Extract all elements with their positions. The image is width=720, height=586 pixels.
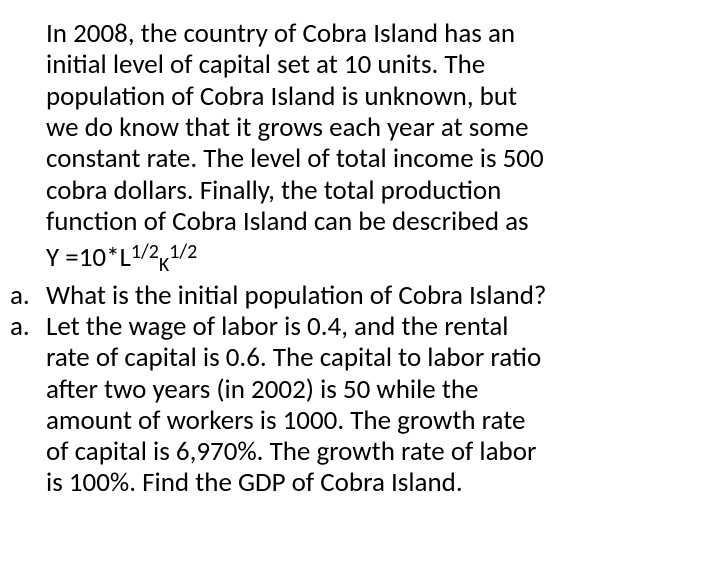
- equation-lhs: Y =10*L: [46, 241, 131, 274]
- intro-line: constant rate. The level of total income…: [46, 142, 544, 175]
- question-text: What is the initial population of Cobra …: [46, 280, 698, 311]
- question-line: after two years (in 2002) is 50 while th…: [46, 373, 479, 406]
- equation-exponent-2: 1/2: [169, 240, 197, 264]
- equation-exponent-1: 1/2: [131, 240, 159, 264]
- question-line: Let the wage of labor is 0.4, and the re…: [46, 310, 509, 343]
- question-body: Let the wage of labor is 0.4, and the re…: [46, 311, 698, 499]
- question-line: of capital is 6,970%. The growth rate of…: [46, 435, 536, 468]
- intro-paragraph: In 2008, the country of Cobra Island has…: [10, 18, 710, 237]
- intro-line: we do know that it grows each year at so…: [46, 111, 529, 144]
- intro-line: population of Cobra Island is unknown, b…: [46, 80, 517, 113]
- equation-base-2: K: [159, 253, 169, 277]
- production-function-equation: Y =10*L1/2K1/2: [10, 237, 710, 279]
- question-line: rate of capital is 0.6. The capital to l…: [46, 341, 541, 374]
- question-label: a.: [10, 280, 46, 311]
- intro-line: initial level of capital set at 10 units…: [46, 48, 485, 81]
- intro-line: cobra dollars. Finally, the total produc…: [46, 174, 501, 207]
- question-a2: a. Let the wage of labor is 0.4, and the…: [10, 311, 710, 499]
- question-line: is 100%. Find the GDP of Cobra Island.: [46, 466, 463, 499]
- intro-line: function of Cobra Island can be describe…: [46, 205, 529, 238]
- question-a1: a.What is the initial population of Cobr…: [10, 280, 710, 311]
- question-label: a.: [10, 311, 46, 342]
- question-line: amount of workers is 1000. The growth ra…: [46, 404, 525, 437]
- intro-line: In 2008, the country of Cobra Island has…: [46, 17, 515, 50]
